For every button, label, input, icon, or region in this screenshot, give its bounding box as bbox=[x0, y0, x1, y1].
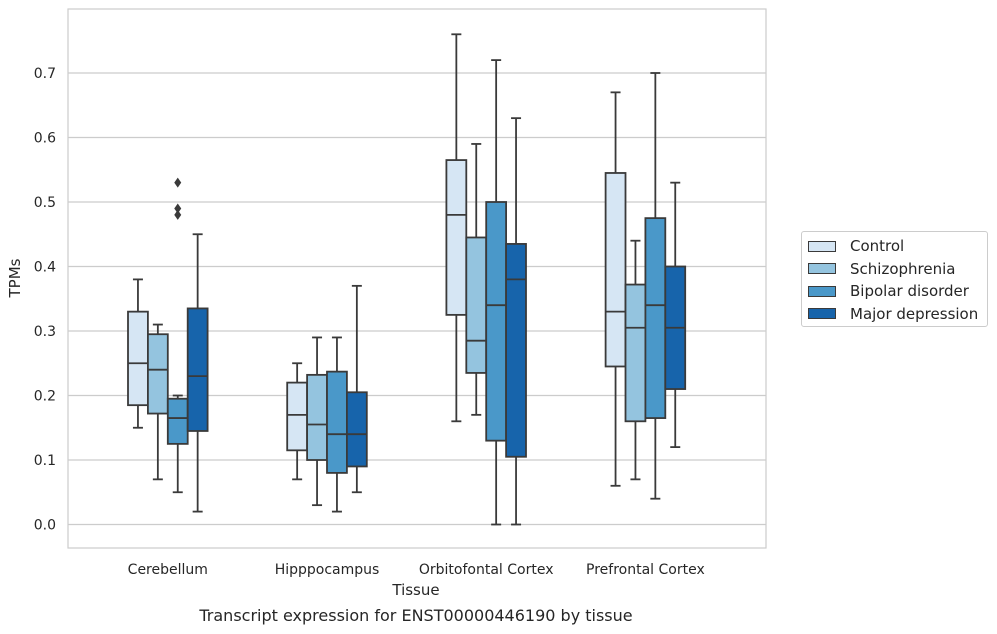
y-tick-label: 0.1 bbox=[34, 453, 56, 469]
box-plots bbox=[127, 33, 687, 526]
box bbox=[604, 172, 627, 368]
box bbox=[644, 217, 667, 419]
x-axis-title: Tissue bbox=[391, 581, 439, 599]
box bbox=[485, 201, 508, 442]
y-tick-label: 0.4 bbox=[34, 260, 56, 276]
legend-label: Major depression bbox=[850, 304, 979, 323]
box-plot bbox=[664, 181, 687, 449]
box-plot bbox=[505, 117, 527, 526]
box bbox=[286, 381, 309, 452]
box bbox=[127, 310, 149, 407]
box-plot bbox=[485, 59, 508, 526]
box-plot bbox=[286, 362, 309, 481]
box bbox=[146, 333, 169, 415]
outlier-point bbox=[174, 177, 182, 188]
box bbox=[465, 236, 488, 374]
box bbox=[505, 243, 527, 458]
legend-label: Schizophrenia bbox=[850, 259, 956, 278]
y-tick-label: 0.7 bbox=[34, 66, 56, 82]
outlier-point bbox=[174, 203, 182, 214]
legend-label: Control bbox=[850, 237, 905, 256]
box-plot bbox=[445, 33, 468, 423]
box bbox=[186, 307, 209, 432]
legend-item-bipolar-disorder: Bipolar disorder bbox=[808, 280, 987, 303]
y-tick-label: 0.0 bbox=[34, 518, 56, 534]
legend-swatch bbox=[808, 285, 836, 297]
box bbox=[624, 283, 647, 423]
y-tick-label: 0.2 bbox=[34, 389, 56, 405]
legend-swatch bbox=[808, 240, 836, 252]
legend-swatch bbox=[808, 263, 836, 275]
box-plot bbox=[166, 177, 189, 494]
box bbox=[326, 370, 348, 474]
gridlines bbox=[68, 72, 766, 526]
legend-swatch bbox=[808, 308, 836, 320]
x-tick-label: Cerebellum bbox=[128, 562, 208, 578]
box-plot bbox=[644, 72, 667, 500]
box bbox=[345, 391, 368, 468]
legend-item-control: Control bbox=[808, 235, 987, 258]
box-plot bbox=[127, 278, 149, 429]
legend-item-major-depression: Major depression bbox=[808, 303, 987, 326]
legend-item-schizophrenia: Schizophrenia bbox=[808, 258, 987, 281]
box-plot bbox=[624, 239, 647, 481]
y-tick-label: 0.5 bbox=[34, 195, 56, 211]
chart-caption: Transcript expression for ENST0000044619… bbox=[199, 606, 633, 625]
x-tick-label: Prefrontal Cortex bbox=[586, 562, 705, 578]
x-tick-label: Orbitofontal Cortex bbox=[419, 562, 554, 578]
box-plot bbox=[604, 91, 627, 487]
x-tick-labels: Cerebellum Hipppocampus Orbitofontal Corte… bbox=[128, 562, 705, 578]
box-plot bbox=[306, 336, 328, 507]
y-axis-title: TPMs bbox=[6, 258, 24, 298]
box-plot bbox=[186, 233, 209, 513]
box bbox=[445, 159, 468, 316]
box bbox=[306, 373, 328, 461]
box-plot bbox=[465, 143, 488, 416]
y-tick-labels: 0.0 0.1 0.2 0.3 0.4 0.5 0.6 0.7 bbox=[34, 66, 56, 534]
box-plot bbox=[146, 323, 169, 481]
x-tick-label: Hipppocampus bbox=[275, 562, 380, 578]
y-tick-label: 0.3 bbox=[34, 324, 56, 340]
box-plot bbox=[326, 336, 348, 513]
legend: Control Schizophrenia Bipolar disorder M… bbox=[801, 231, 988, 327]
outlier-point bbox=[174, 209, 182, 220]
box bbox=[166, 397, 189, 445]
legend-label: Bipolar disorder bbox=[850, 282, 969, 301]
plot-frame bbox=[67, 8, 767, 549]
box-plot bbox=[345, 284, 368, 494]
y-tick-label: 0.6 bbox=[34, 131, 56, 147]
